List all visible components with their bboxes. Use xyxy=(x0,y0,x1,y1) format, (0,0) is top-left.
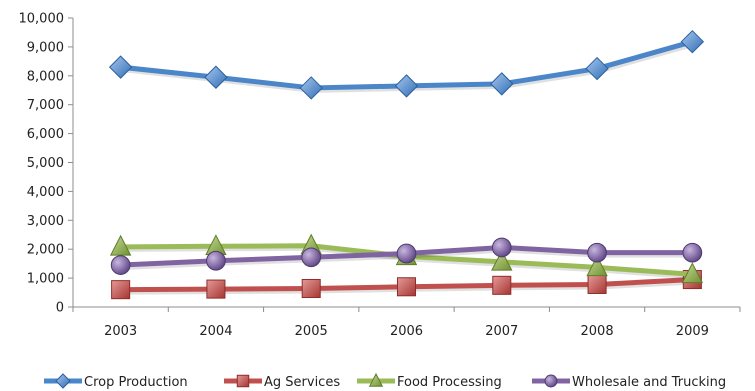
data-point xyxy=(396,243,417,264)
legend-marker xyxy=(368,372,384,387)
legend-item: Crop Production xyxy=(44,373,188,390)
y-tick-label: 0 xyxy=(56,301,64,316)
y-tick-label: 4,000 xyxy=(27,185,64,200)
data-point xyxy=(110,255,131,275)
data-point xyxy=(111,280,131,300)
data-point xyxy=(586,255,608,277)
y-tick-label: 9,000 xyxy=(27,40,64,55)
y-tick-label: 2,000 xyxy=(27,243,64,258)
legend-label: Ag Services xyxy=(264,375,340,390)
legend-label: Crop Production xyxy=(84,375,188,390)
legend-label: Wholesale and Trucking xyxy=(572,375,726,390)
legend-item: Wholesale and Trucking xyxy=(532,374,726,390)
x-tick-label: 2009 xyxy=(676,324,709,339)
data-point xyxy=(492,275,512,295)
data-point xyxy=(301,247,322,268)
legend-label: Food Processing xyxy=(397,375,502,390)
data-point xyxy=(587,242,607,263)
data-point xyxy=(680,29,705,54)
series-layer xyxy=(108,29,705,300)
series-crop-production xyxy=(108,29,705,100)
data-point xyxy=(299,76,323,100)
data-point xyxy=(491,249,513,271)
y-tick-label: 5,000 xyxy=(27,156,64,171)
x-ticks: 2003 2004 2005 2006 2007 2008 2009 xyxy=(72,307,741,339)
x-tick-label: 2008 xyxy=(581,324,614,339)
y-tick-label: 6,000 xyxy=(27,127,64,142)
data-point xyxy=(682,242,703,263)
data-point xyxy=(490,72,514,96)
x-tick-label: 2007 xyxy=(485,324,518,339)
legend-marker xyxy=(236,374,250,388)
y-ticks: 0 1,000 2,000 3,000 4,000 5,000 6,000 7,000 8,00… xyxy=(19,12,73,316)
legend-marker xyxy=(544,374,558,388)
series-wholesale-and-trucking xyxy=(110,237,703,275)
data-point xyxy=(204,65,228,89)
y-tick-label: 7,000 xyxy=(27,98,64,113)
y-tick-label: 8,000 xyxy=(27,69,64,84)
x-tick-label: 2005 xyxy=(295,324,328,339)
data-point xyxy=(108,55,133,79)
legend: Crop Production Ag Services Food Processin… xyxy=(44,372,726,390)
x-tick-label: 2006 xyxy=(390,324,423,339)
legend-item: Ag Services xyxy=(224,374,340,390)
y-tick-label: 3,000 xyxy=(27,214,64,229)
data-point xyxy=(681,262,704,284)
data-point xyxy=(396,277,417,297)
data-point xyxy=(394,74,419,98)
legend-item: Food Processing xyxy=(357,372,502,390)
data-point xyxy=(587,274,607,294)
data-point xyxy=(491,237,512,258)
x-tick-label: 2003 xyxy=(104,324,137,339)
y-tick-label: 10,000 xyxy=(19,12,65,27)
data-point xyxy=(206,279,226,299)
x-tick-label: 2004 xyxy=(199,324,232,339)
y-tick-label: 1,000 xyxy=(27,272,64,287)
legend-marker xyxy=(55,373,71,389)
data-point xyxy=(301,278,321,299)
data-point xyxy=(585,56,609,81)
data-point xyxy=(206,250,226,271)
data-point xyxy=(109,234,132,256)
series-ag-services xyxy=(111,270,702,300)
